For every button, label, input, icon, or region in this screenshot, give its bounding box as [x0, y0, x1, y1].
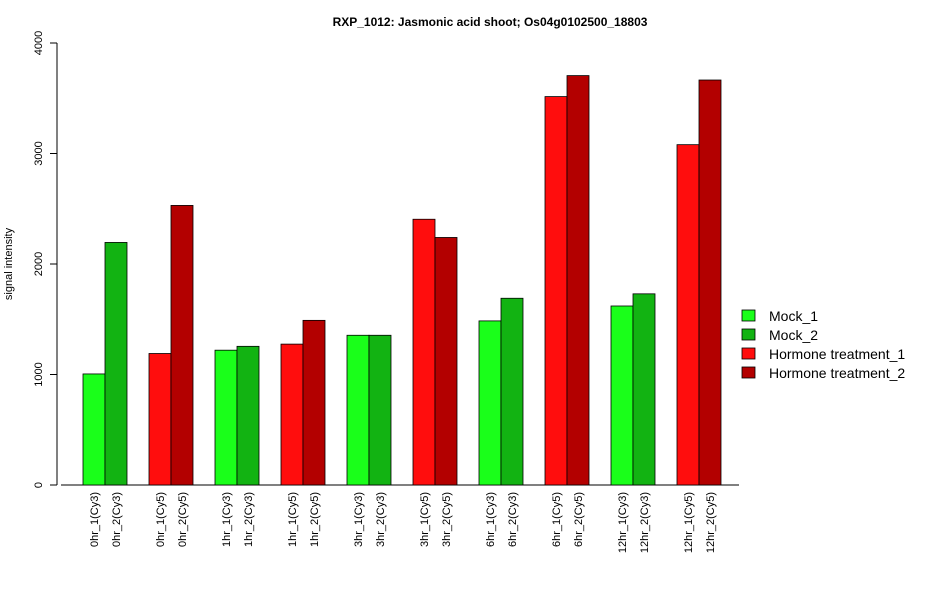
x-tick-label: 1hr_1(Cy5) [287, 492, 299, 547]
bar [500, 297, 524, 486]
x-tick-label: 3hr_2(Cy5) [441, 492, 453, 547]
legend-swatch [741, 366, 756, 379]
bar [676, 144, 700, 486]
y-tick-label: 0 [33, 482, 45, 488]
chart-title: RXP_1012: Jasmonic acid shoot; Os04g0102… [333, 15, 648, 29]
bar [302, 319, 326, 486]
bar [148, 353, 172, 486]
x-tick-label: 0hr_2(Cy3) [111, 492, 123, 547]
legend-swatch [741, 309, 756, 322]
x-tick-label: 0hr_2(Cy5) [177, 492, 189, 547]
y-tick-label: 4000 [33, 31, 45, 55]
y-tick-label: 2000 [33, 252, 45, 276]
bar [632, 293, 656, 486]
bar [104, 242, 128, 486]
legend-label: Hormone treatment_1 [769, 346, 905, 362]
legend-label: Mock_1 [769, 308, 818, 324]
x-tick-label: 1hr_2(Cy5) [309, 492, 321, 547]
x-tick-label: 6hr_2(Cy5) [573, 492, 585, 547]
x-tick-label: 1hr_2(Cy3) [243, 492, 255, 547]
bar [170, 205, 194, 486]
x-tick-labels: 0hr_1(Cy3) 0hr_2(Cy3) 0hr_1(Cy5) 0hr_2(Cy5)… [89, 492, 717, 553]
bar [82, 373, 106, 486]
legend: Mock_1 Mock_2 Hormone treatment_1 Hormone t… [741, 308, 905, 381]
x-tick-label: 12hr_1(Cy3) [617, 492, 629, 553]
bar [280, 343, 304, 486]
bar [214, 349, 238, 486]
y-axis-label: signal intensity [3, 227, 15, 300]
x-tick-label: 6hr_2(Cy3) [507, 492, 519, 547]
x-tick-label: 1hr_1(Cy3) [221, 492, 233, 547]
bar [544, 96, 568, 486]
x-tick-label: 6hr_1(Cy3) [485, 492, 497, 547]
bar [434, 237, 458, 486]
x-tick-label: 3hr_2(Cy3) [375, 492, 387, 547]
bars [82, 75, 722, 486]
bar [412, 218, 436, 486]
x-tick-label: 0hr_1(Cy5) [155, 492, 167, 547]
legend-swatch [741, 328, 756, 341]
y-axis: 0 1000 2000 3000 4000 [33, 31, 58, 488]
y-tick-label: 3000 [33, 141, 45, 165]
x-tick-label: 3hr_1(Cy3) [353, 492, 365, 547]
bar [698, 79, 722, 486]
x-tick-label: 0hr_1(Cy3) [89, 492, 101, 547]
legend-label: Hormone treatment_2 [769, 365, 905, 381]
x-tick-label: 12hr_2(Cy5) [705, 492, 717, 553]
x-tick-label: 6hr_1(Cy5) [551, 492, 563, 547]
bar [478, 320, 502, 486]
x-tick-label: 12hr_2(Cy3) [639, 492, 651, 553]
legend-swatch [741, 347, 756, 360]
bar [368, 334, 392, 486]
y-tick-label: 1000 [33, 362, 45, 386]
x-tick-label: 12hr_1(Cy5) [683, 492, 695, 553]
bar [236, 345, 260, 486]
legend-label: Mock_2 [769, 327, 818, 343]
bar [610, 305, 634, 486]
bar [346, 334, 370, 486]
bar [566, 75, 590, 486]
x-tick-label: 3hr_1(Cy5) [419, 492, 431, 547]
